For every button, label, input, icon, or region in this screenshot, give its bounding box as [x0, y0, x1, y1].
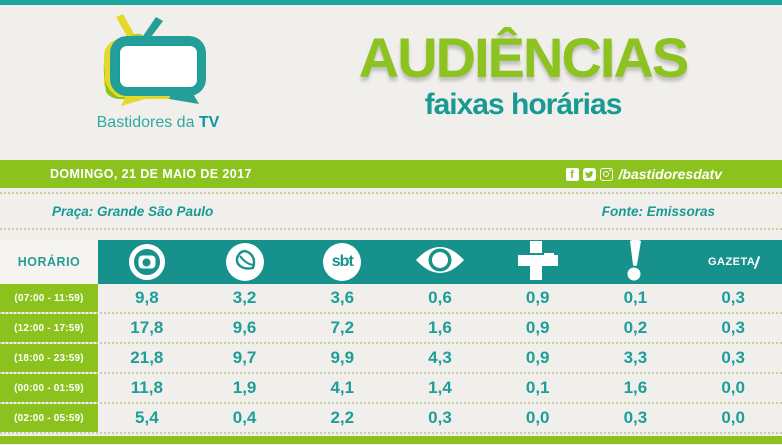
- value-cell: 0,3: [721, 288, 745, 307]
- value-cell: 0,9: [525, 348, 550, 367]
- gazeta-logo-icon: GAZETA: [707, 255, 761, 269]
- value-cell: 9,6: [232, 318, 257, 337]
- value-cell: 0,3: [721, 318, 745, 337]
- table-row: (07:00 - 11:59) 9,8 3,2 3,6 0,6 0,9 0,1 0,3: [0, 284, 782, 314]
- meta-row: Praça: Grande São Paulo Fonte: Emissoras: [0, 192, 782, 230]
- cultura-logo-icon: [517, 240, 558, 284]
- page-title: AUDIÊNCIAS: [358, 26, 689, 89]
- top-accent-strip: [0, 0, 782, 5]
- channel-cultura: [488, 240, 587, 284]
- table-body: (07:00 - 11:59) 9,8 3,2 3,6 0,6 0,9 0,1 0,3 (1…: [0, 284, 782, 434]
- value-cell: 0,1: [623, 288, 648, 307]
- channel-gazeta: GAZETA: [684, 240, 782, 284]
- gazeta-logo-text: GAZETA: [707, 256, 756, 268]
- value-cell: 7,2: [330, 318, 355, 337]
- value-cell: 0,6: [428, 288, 452, 307]
- value-cell: 3,6: [330, 288, 355, 307]
- channel-record: [195, 240, 294, 284]
- value-cell: 9,9: [330, 348, 355, 367]
- channel-band: [391, 240, 489, 284]
- brand-name: Bastidores da TV: [58, 114, 258, 132]
- channel-redetv: [586, 240, 685, 284]
- tv-logo-icon: [99, 14, 217, 111]
- table-row: (18:00 - 23:59) 21,8 9,7 9,9 4,3 0,9 3,3 0,3: [0, 344, 782, 374]
- value-cell: 4,3: [428, 348, 452, 367]
- value-cell: 3,2: [232, 288, 257, 307]
- row-time-label: (12:00 - 17:59): [0, 314, 98, 342]
- value-cell: 4,1: [330, 378, 355, 397]
- value-cell: 0,4: [232, 408, 257, 427]
- title-block: AUDIÊNCIAS faixas horárias: [328, 30, 718, 122]
- channel-globo: [98, 240, 196, 284]
- value-cell: 9,7: [232, 348, 257, 367]
- sbt-logo-icon: sbt: [323, 243, 362, 281]
- source-label: Fonte: Emissoras: [601, 203, 715, 219]
- date-bar: DOMINGO, 21 DE MAIO DE 2017 f /bastidore…: [0, 160, 782, 188]
- value-cell: 0,2: [623, 318, 648, 337]
- value-cell: 21,8: [130, 348, 164, 367]
- brand-name-bold: TV: [198, 114, 220, 131]
- row-time-label: (18:00 - 23:59): [0, 344, 98, 372]
- value-cell: 0,9: [525, 318, 550, 337]
- brand-logo: Bastidores da TV: [58, 12, 258, 132]
- record-logo-icon: [225, 243, 264, 281]
- value-cell: 11,8: [130, 378, 163, 397]
- value-cell: 0,0: [721, 378, 745, 397]
- value-cell: 1,4: [428, 378, 452, 397]
- row-time-label: (07:00 - 11:59): [0, 284, 98, 312]
- row-time-label: (02:00 - 05:59): [0, 404, 98, 432]
- value-cell: 17,8: [130, 318, 164, 337]
- value-cell: 0,3: [623, 408, 648, 427]
- globo-logo-icon: [128, 244, 165, 280]
- value-cell: 9,8: [135, 288, 159, 307]
- value-cell: 0,9: [525, 288, 550, 307]
- channel-sbt: sbt: [293, 240, 392, 284]
- twitter-icon: [582, 167, 596, 181]
- table-header: HORÁRIO sbt: [0, 240, 782, 284]
- value-cell: 1,9: [232, 378, 257, 397]
- brand-name-regular: Bastidores da: [96, 114, 199, 131]
- value-cell: 3,3: [623, 348, 648, 367]
- region-label: Praça: Grande São Paulo: [52, 203, 214, 219]
- horario-header: HORÁRIO: [0, 240, 98, 284]
- table-row: (12:00 - 17:59) 17,8 9,6 7,2 1,6 0,9 0,2 0,3: [0, 314, 782, 344]
- value-cell: 0,1: [525, 378, 550, 397]
- row-time-label: (00:00 - 01:59): [0, 374, 98, 402]
- redetv-logo-icon: [621, 240, 649, 284]
- facebook-icon: f: [565, 167, 579, 181]
- instagram-icon: [599, 167, 613, 181]
- page-subtitle: faixas horárias: [424, 88, 623, 121]
- social-handle: /bastidoresdatv: [618, 166, 722, 182]
- band-logo-icon: [414, 245, 466, 280]
- value-cell: 0,3: [428, 408, 452, 427]
- value-cell: 1,6: [428, 318, 452, 337]
- value-cell: 5,4: [135, 408, 159, 427]
- value-cell: 2,2: [330, 408, 355, 427]
- date-label: DOMINGO, 21 DE MAIO DE 2017: [50, 167, 252, 181]
- table-row: (02:00 - 05:59) 5,4 0,4 2,2 0,3 0,0 0,3 0,0: [0, 404, 782, 434]
- social-links: f /bastidoresdatv: [565, 166, 722, 182]
- value-cell: 1,6: [623, 378, 648, 397]
- table-row: (00:00 - 01:59) 11,8 1,9 4,1 1,4 0,1 1,6 0,0: [0, 374, 782, 404]
- value-cell: 0,3: [721, 348, 745, 367]
- value-cell: 0,0: [525, 408, 550, 427]
- bottom-accent-bar: [0, 436, 782, 444]
- value-cell: 0,0: [721, 408, 745, 427]
